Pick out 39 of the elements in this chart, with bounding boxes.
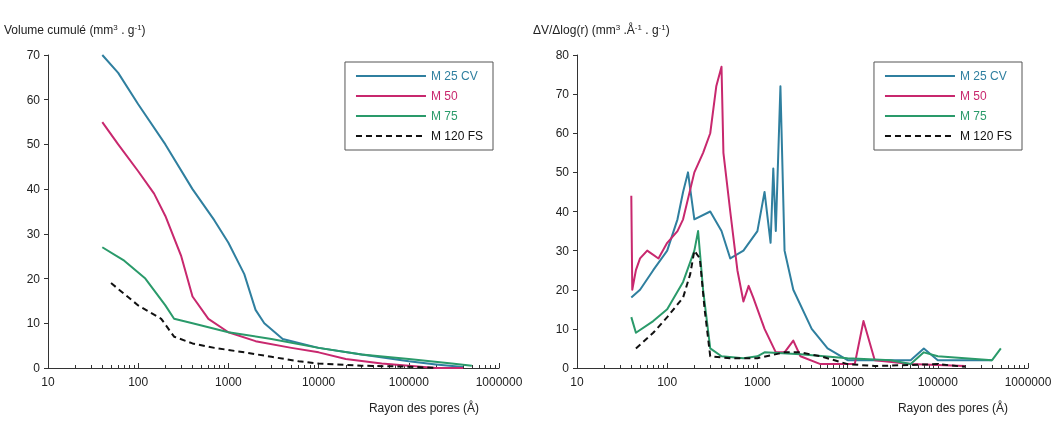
y-tick-label: 40 bbox=[26, 182, 41, 197]
x-tick-label: 1000000 bbox=[475, 375, 523, 389]
x-tick-label: 10 bbox=[41, 375, 55, 389]
y-tick-label: 0 bbox=[33, 361, 41, 375]
x-tick-label: 10000 bbox=[301, 375, 336, 389]
y-tick-label: 20 bbox=[26, 271, 41, 286]
y-tick-label: 70 bbox=[26, 48, 41, 62]
y-tick-label: 30 bbox=[26, 226, 41, 241]
y-tick-label: 0 bbox=[562, 361, 570, 375]
text: M 120 FS bbox=[430, 129, 484, 143]
y-tick-label: 50 bbox=[555, 165, 570, 180]
y-tick-label: 60 bbox=[26, 92, 41, 107]
x-axis-title: Rayon des pores (Å) bbox=[368, 400, 479, 415]
x-tick-label: 100 bbox=[128, 375, 149, 389]
text: M 25 CV bbox=[959, 69, 1007, 83]
text: M 75 bbox=[959, 109, 987, 123]
y-tick-label: 10 bbox=[555, 321, 570, 336]
text: M 75 bbox=[430, 109, 458, 123]
y-tick-label: 50 bbox=[26, 137, 41, 152]
y-tick-label: 80 bbox=[555, 48, 570, 62]
x-tick-label: 10 bbox=[570, 375, 584, 389]
x-tick-label: 1000 bbox=[215, 375, 243, 389]
x-tick-label: 100000 bbox=[388, 375, 430, 389]
y-tick-label: 20 bbox=[555, 282, 570, 297]
y-tick-label: 10 bbox=[26, 316, 41, 331]
x-tick-label: 100000 bbox=[917, 375, 959, 389]
y-tick-label: 60 bbox=[555, 126, 570, 141]
y-tick-label: 70 bbox=[555, 87, 570, 102]
y-tick-label: 40 bbox=[555, 204, 570, 219]
text: M 50 bbox=[430, 89, 458, 103]
x-tick-label: 100 bbox=[657, 375, 678, 389]
text: M 50 bbox=[959, 89, 987, 103]
text: M 120 FS bbox=[959, 129, 1013, 143]
x-axis-title: Rayon des pores (Å) bbox=[897, 400, 1008, 415]
x-tick-label: 1000000 bbox=[1004, 375, 1052, 389]
x-tick-label: 1000 bbox=[744, 375, 772, 389]
text: M 25 CV bbox=[430, 69, 478, 83]
x-tick-label: 10000 bbox=[830, 375, 865, 389]
y-tick-label: 30 bbox=[555, 243, 570, 258]
